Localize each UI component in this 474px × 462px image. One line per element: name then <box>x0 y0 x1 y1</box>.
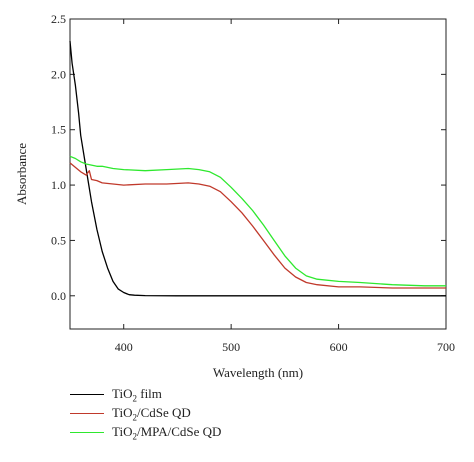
legend-swatch-tio2-mpa-cdse-qd <box>70 432 104 433</box>
x-axis-title: Wavelength (nm) <box>213 365 303 380</box>
series-line-1 <box>69 162 446 289</box>
y-tick-label: 1.5 <box>51 123 66 137</box>
x-tick-label: 700 <box>437 340 455 354</box>
y-axis-ticks: 0.0 0.5 1.0 1.5 2.0 2.5 <box>51 12 446 303</box>
legend-item-tio2-cdse-qd: TiO2/CdSe QD <box>70 404 221 423</box>
series-line-0 <box>69 41 446 297</box>
y-tick-label: 2.0 <box>51 67 66 81</box>
y-tick-label: 2.5 <box>51 12 66 26</box>
x-axis-ticks: 400 500 600 700 <box>115 19 455 354</box>
x-tick-label: 400 <box>115 340 133 354</box>
series-line-2 <box>69 155 446 287</box>
legend-label-tio2-mpa-cdse-qd: TiO2/MPA/CdSe QD <box>112 423 222 442</box>
absorbance-chart: 0.0 0.5 1.0 1.5 2.0 2.5 400 500 600 700 Waveleng… <box>14 12 455 380</box>
y-tick-label: 0.0 <box>51 289 66 303</box>
legend-swatch-tio2-film <box>70 394 104 395</box>
plot-area-frame <box>69 18 447 330</box>
legend: TiO2 film TiO2/CdSe QD TiO2/MPA/CdSe QD <box>70 385 221 442</box>
legend-swatch-tio2-cdse-qd <box>70 413 104 414</box>
x-tick-label: 500 <box>222 340 240 354</box>
y-tick-label: 0.5 <box>51 233 66 247</box>
series-lines <box>69 41 446 297</box>
legend-item-tio2-mpa-cdse-qd: TiO2/MPA/CdSe QD <box>70 423 221 442</box>
legend-label-tio2-film: TiO2 film <box>112 385 162 404</box>
y-tick-label: 1.0 <box>51 178 66 192</box>
x-tick-label: 600 <box>330 340 348 354</box>
y-axis-title: Absorbance <box>14 143 29 205</box>
legend-label-tio2-cdse-qd: TiO2/CdSe QD <box>112 404 191 423</box>
legend-item-tio2-film: TiO2 film <box>70 385 221 404</box>
